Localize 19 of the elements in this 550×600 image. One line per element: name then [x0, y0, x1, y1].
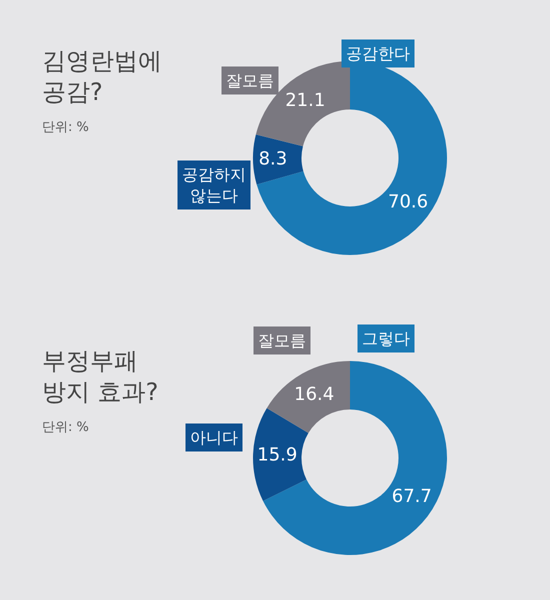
data-label: 70.6 — [388, 191, 428, 212]
data-label: 8.3 — [258, 148, 288, 170]
slice-label: 아니다 — [190, 428, 238, 447]
text: 단위: % — [42, 420, 89, 435]
text: 김영란법에 공감? — [42, 47, 162, 106]
slice-label: 공감한다 — [346, 44, 410, 63]
slice-label: 잘모름 — [258, 331, 306, 350]
slice-label: 공감하지 않는다 — [182, 165, 246, 205]
data-label: 21.1 — [285, 90, 326, 112]
data-label: 67.7 — [392, 486, 432, 507]
donut-slice — [253, 408, 308, 501]
donut-slice — [253, 134, 304, 184]
donut-slice — [266, 361, 350, 434]
slice-label: 그렇다 — [362, 329, 410, 348]
data-label: 16.4 — [294, 384, 334, 406]
text: 단위: % — [42, 120, 89, 135]
slice-label: 잘모름 — [226, 71, 274, 90]
text: 부정부패 방지 효과? — [42, 347, 158, 406]
data-label: 15.9 — [257, 444, 298, 466]
